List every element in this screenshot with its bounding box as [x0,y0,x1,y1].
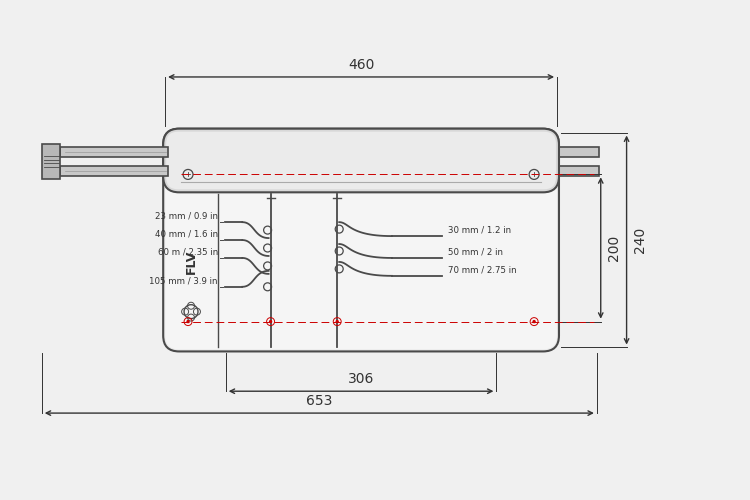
Text: 60 m / 2.35 in: 60 m / 2.35 in [158,248,218,256]
Bar [554,146,598,156]
Text: 23 mm / 0.9 in: 23 mm / 0.9 in [155,212,218,220]
Text: 653: 653 [306,394,332,408]
Circle shape [187,320,189,322]
FancyBboxPatch shape [165,130,557,350]
Text: 240: 240 [632,227,646,253]
Text: 70 mm / 2.75 in: 70 mm / 2.75 in [448,266,516,274]
Circle shape [336,320,338,322]
FancyBboxPatch shape [164,128,559,352]
Circle shape [269,320,272,322]
Text: 460: 460 [348,58,374,72]
Bar [60,146,168,156]
FancyBboxPatch shape [166,132,556,190]
Text: 50 mm / 2 in: 50 mm / 2 in [448,248,503,256]
Bar [554,166,598,176]
Text: 306: 306 [348,372,374,386]
Text: FLV: FLV [184,250,197,274]
Text: 105 mm / 3.9 in: 105 mm / 3.9 in [149,276,218,285]
Bar [42,144,60,180]
Text: 40 mm / 1.6 in: 40 mm / 1.6 in [154,230,218,238]
Text: 200: 200 [607,235,621,261]
Bar [60,166,168,176]
FancyBboxPatch shape [164,128,559,192]
Circle shape [533,320,535,322]
Text: 30 mm / 1.2 in: 30 mm / 1.2 in [448,226,511,234]
